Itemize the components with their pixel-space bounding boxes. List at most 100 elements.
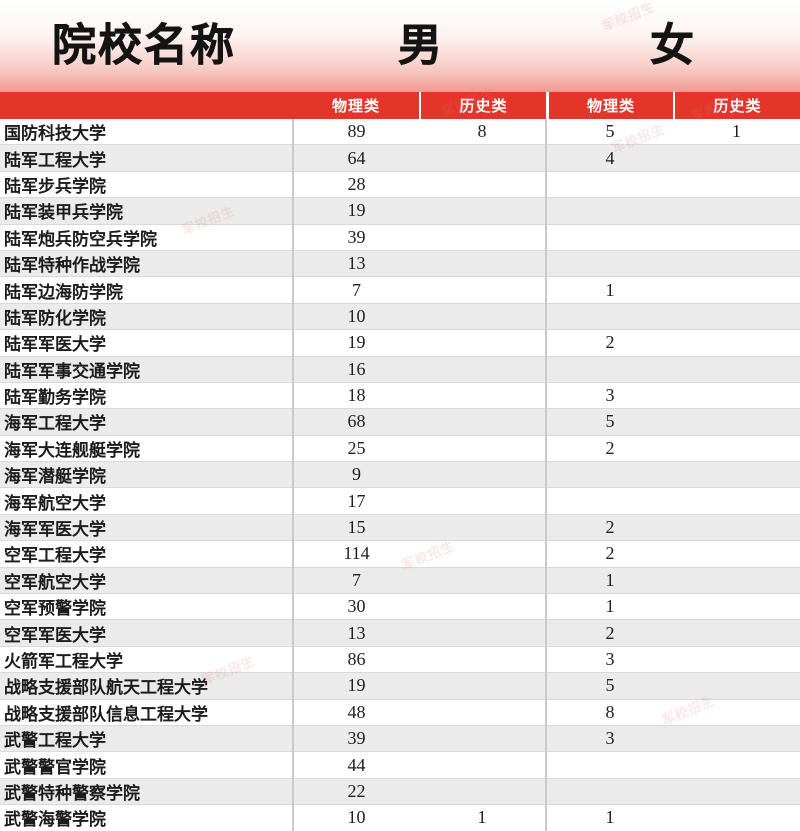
male-history-cell [419, 224, 546, 251]
school-name-cell: 武警工程大学 [0, 725, 294, 753]
female-history-cell [673, 672, 800, 700]
female-history-cell [673, 276, 800, 304]
table-row: 空军工程大学 114 2 [0, 540, 800, 568]
table-row: 武警海警学院 10 1 1 [0, 804, 800, 831]
male-physics-cell: 39 [293, 725, 419, 753]
male-physics-cell: 48 [293, 699, 419, 726]
female-history-cell [673, 619, 800, 647]
male-history-cell [419, 197, 546, 225]
female-physics-cell [545, 751, 673, 779]
male-history-cell [419, 699, 546, 726]
female-physics-cell [545, 171, 673, 199]
female-physics-cell [545, 778, 673, 806]
school-name-cell: 火箭军工程大学 [0, 646, 294, 674]
male-physics-cell: 44 [293, 751, 419, 779]
female-history-cell [673, 514, 800, 542]
male-physics-cell: 10 [293, 804, 419, 831]
female-history-cell: 1 [673, 119, 800, 146]
banner-header: 院校名称 男 女 [0, 0, 800, 92]
school-name-cell: 武警特种警察学院 [0, 778, 294, 806]
male-history-cell [419, 171, 546, 199]
female-physics-cell [545, 461, 673, 489]
table-row: 空军航空大学 7 1 [0, 567, 800, 595]
schools-table: 国防科技大学 89 8 5 1 陆军工程大学 64 4 陆军步兵学院 28 陆军装甲兵学院 19 陆军炮… [0, 119, 800, 831]
male-physics-cell: 64 [293, 144, 419, 172]
male-physics-cell: 114 [293, 540, 419, 568]
school-name-cell: 海军工程大学 [0, 408, 294, 436]
male-history-cell [419, 672, 546, 700]
female-physics-cell: 1 [545, 567, 673, 595]
male-history-cell [419, 356, 546, 383]
female-physics-cell [545, 303, 673, 331]
female-history-cell [673, 171, 800, 199]
female-history-cell [673, 144, 800, 172]
male-physics-cell: 7 [293, 567, 419, 595]
page-title: 院校名称 [52, 20, 236, 71]
female-history-cell [673, 356, 800, 383]
school-name-cell: 海军军医大学 [0, 514, 294, 542]
male-history-cell [419, 382, 546, 410]
male-history-cell [419, 435, 546, 463]
table-row: 海军潜艇学院 9 [0, 461, 800, 489]
male-physics-cell: 39 [293, 224, 419, 251]
school-name-cell: 陆军军事交通学院 [0, 356, 294, 383]
female-physics-cell: 2 [545, 329, 673, 357]
female-physics-cell: 2 [545, 540, 673, 568]
female-history-cell [673, 382, 800, 410]
female-physics-cell: 1 [545, 593, 673, 621]
female-history-cell [673, 593, 800, 621]
table-row: 海军军医大学 15 2 [0, 514, 800, 542]
school-name-cell: 战略支援部队信息工程大学 [0, 699, 294, 726]
male-physics-cell: 17 [293, 487, 419, 515]
male-physics-cell: 30 [293, 593, 419, 621]
male-physics-cell: 25 [293, 435, 419, 463]
female-history-cell [673, 540, 800, 568]
male-history-cell [419, 276, 546, 304]
female-history-cell [673, 408, 800, 436]
female-history-cell [673, 567, 800, 595]
table-row: 火箭军工程大学 86 3 [0, 646, 800, 674]
school-name-cell: 陆军工程大学 [0, 144, 294, 172]
female-physics-cell [545, 250, 673, 278]
male-history-cell: 1 [419, 804, 546, 831]
female-history-cell [673, 646, 800, 674]
school-name-cell: 武警警官学院 [0, 751, 294, 779]
table-row: 武警特种警察学院 22 [0, 778, 800, 806]
school-name-cell: 武警海警学院 [0, 804, 294, 831]
table-row: 陆军炮兵防空兵学院 39 [0, 224, 800, 251]
school-name-cell: 空军军医大学 [0, 619, 294, 647]
male-physics-cell: 68 [293, 408, 419, 436]
female-history-cell [673, 303, 800, 331]
male-physics-cell: 9 [293, 461, 419, 489]
subheader-male-history: 历史类 [419, 92, 546, 119]
female-history-cell [673, 804, 800, 831]
table-row: 武警工程大学 39 3 [0, 725, 800, 753]
female-physics-cell: 1 [545, 276, 673, 304]
male-physics-cell: 86 [293, 646, 419, 674]
table-row: 战略支援部队信息工程大学 48 8 [0, 699, 800, 726]
subheader-male-physics: 物理类 [331, 97, 380, 115]
male-history-cell [419, 725, 546, 753]
table-row: 空军军医大学 13 2 [0, 619, 800, 647]
table-row: 陆军勤务学院 18 3 [0, 382, 800, 410]
table-row: 陆军步兵学院 28 [0, 171, 800, 199]
female-physics-cell: 2 [545, 514, 673, 542]
school-name-cell: 国防科技大学 [0, 119, 294, 146]
female-physics-cell: 4 [545, 144, 673, 172]
school-name-cell: 陆军军医大学 [0, 329, 294, 357]
female-history-cell [673, 224, 800, 251]
school-name-cell: 陆军勤务学院 [0, 382, 294, 410]
school-name-cell: 陆军炮兵防空兵学院 [0, 224, 294, 251]
male-physics-cell: 13 [293, 250, 419, 278]
male-physics-cell: 15 [293, 514, 419, 542]
male-physics-cell: 16 [293, 356, 419, 383]
male-history-cell [419, 751, 546, 779]
male-physics-cell: 19 [293, 197, 419, 225]
male-history-cell [419, 144, 546, 172]
male-history-cell [419, 567, 546, 595]
female-history-cell [673, 461, 800, 489]
school-name-cell: 陆军特种作战学院 [0, 250, 294, 278]
table-subheader-row: 物理类 历史类 物理类 历史类 [0, 92, 800, 119]
male-physics-cell: 89 [293, 119, 419, 146]
female-physics-cell: 3 [545, 725, 673, 753]
